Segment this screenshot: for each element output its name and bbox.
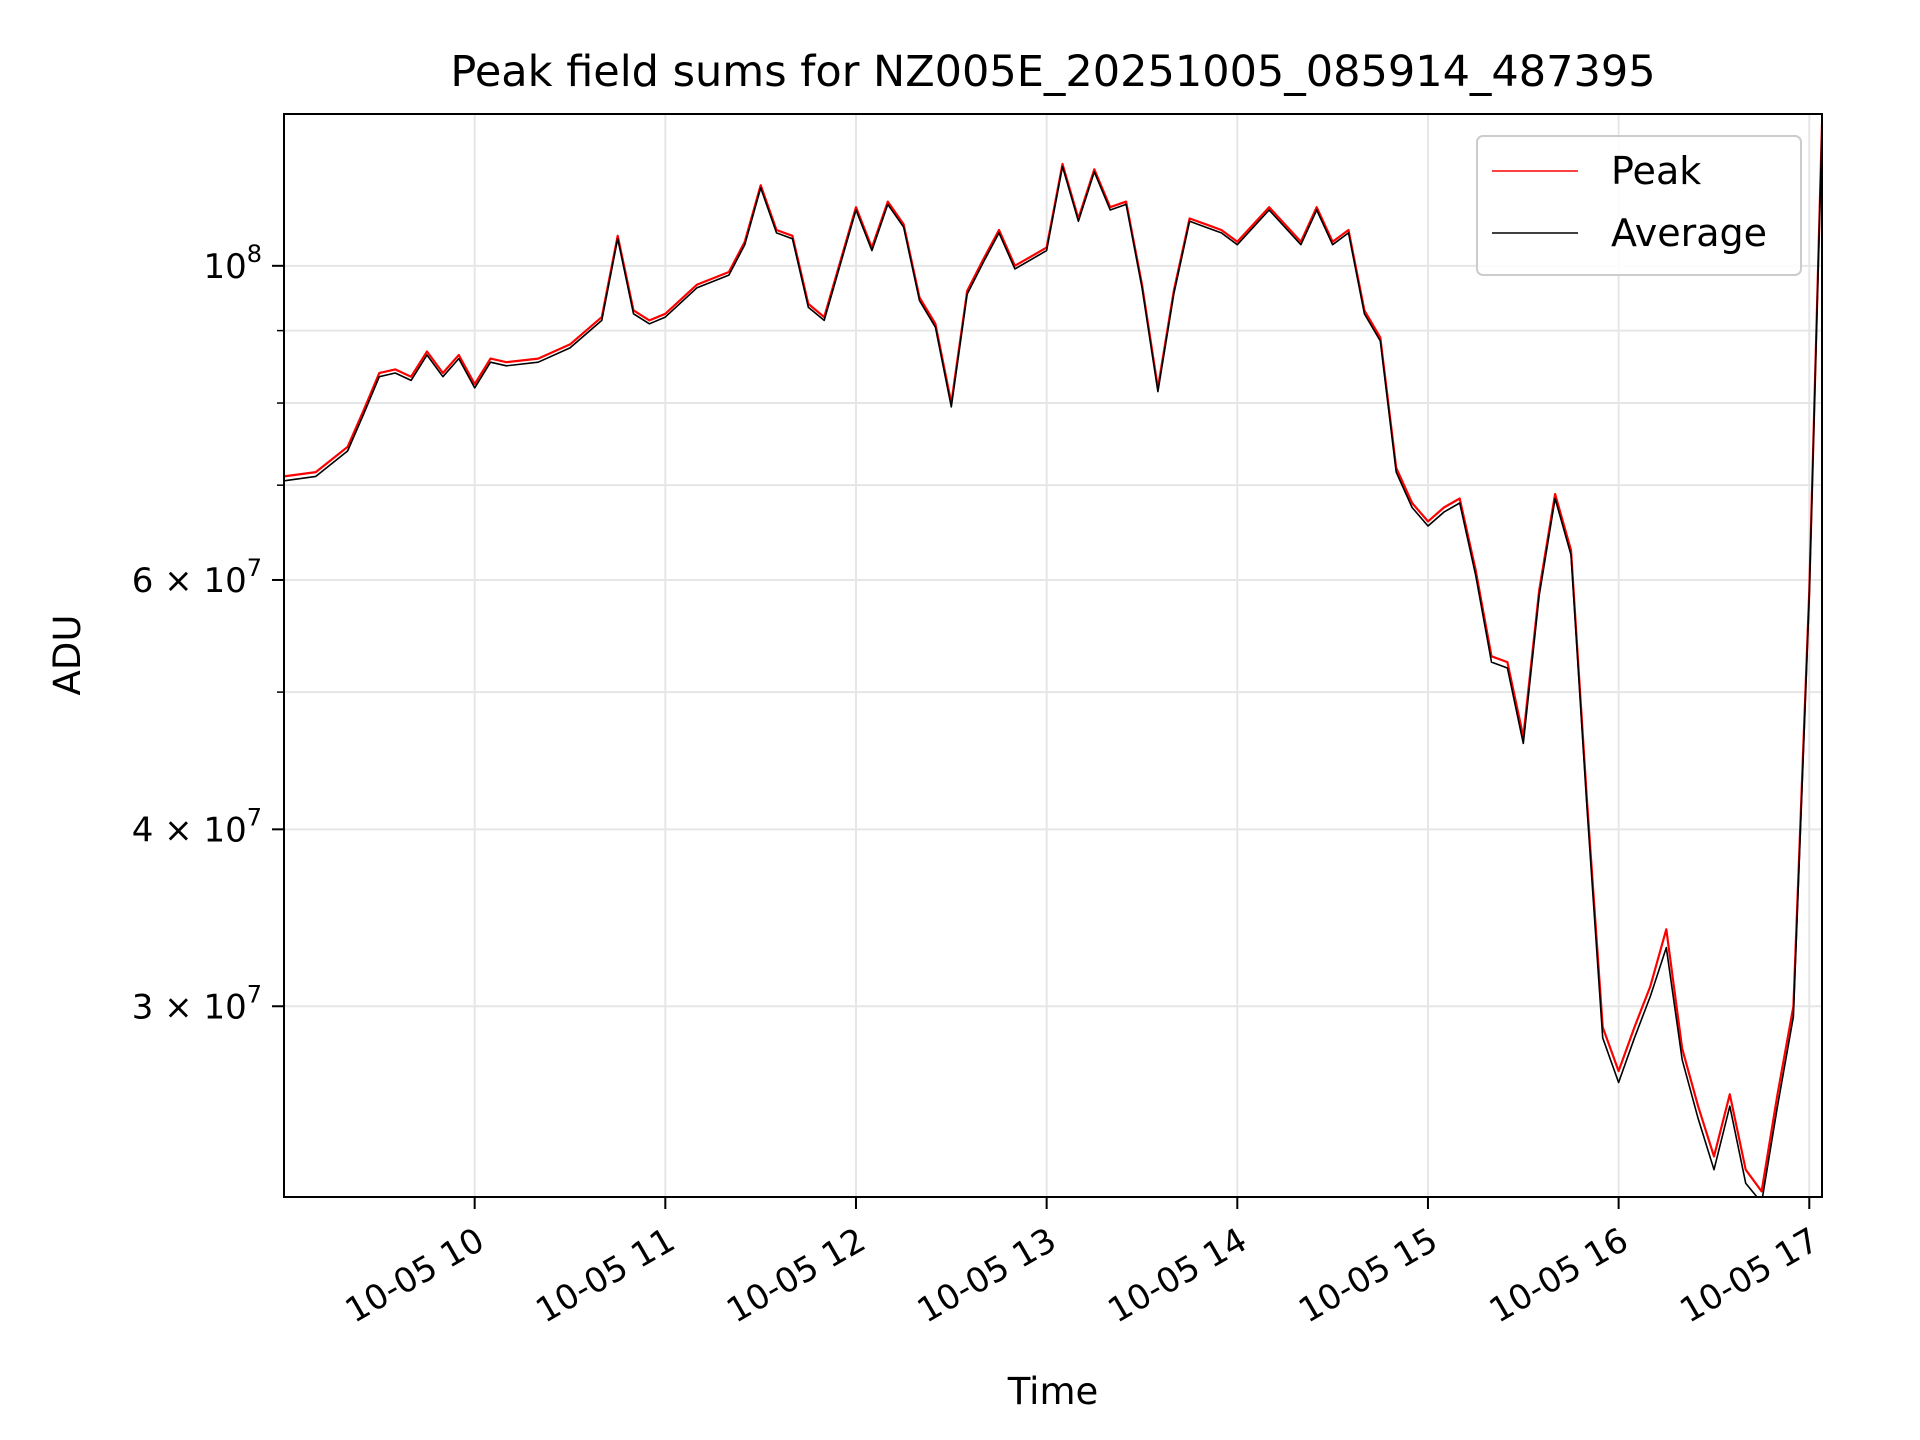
x-axis-label: Time bbox=[1007, 1370, 1099, 1413]
series-line-average bbox=[284, 128, 1822, 1197]
y-tick-label: 108 bbox=[203, 240, 262, 287]
legend: Peak Average bbox=[1476, 135, 1802, 276]
plot-area-frame bbox=[283, 113, 1823, 1198]
y-axis-label: ADU bbox=[46, 615, 89, 696]
plot-series bbox=[284, 123, 1822, 1197]
y-tick-label: 3 × 107 bbox=[132, 980, 262, 1027]
chart-title: Peak field sums for NZ005E_20251005_0859… bbox=[450, 47, 1655, 97]
y-tick-label: 4 × 107 bbox=[132, 803, 262, 850]
legend-peak-label: Peak bbox=[1611, 149, 1701, 193]
grid-lines bbox=[284, 114, 1822, 1197]
legend-average-label: Average bbox=[1611, 211, 1767, 255]
y-axis-ticks: 3 × 107 4 × 107 6 × 107 108 bbox=[132, 240, 284, 1027]
y-tick-label: 6 × 107 bbox=[132, 554, 262, 601]
